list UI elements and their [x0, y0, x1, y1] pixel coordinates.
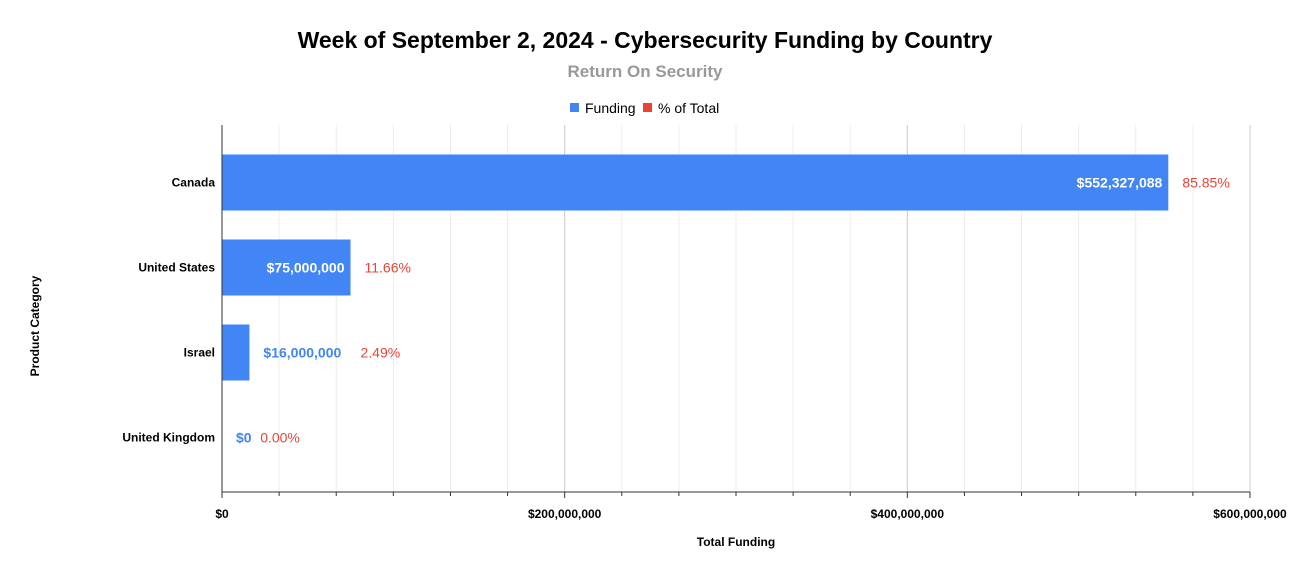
percent-label: 2.49% — [361, 345, 401, 361]
legend: Funding % of Total — [570, 100, 719, 116]
bar — [222, 154, 1169, 211]
category-label: Israel — [184, 346, 215, 360]
bar-value-label: $552,327,088 — [1077, 175, 1163, 191]
x-tick-label: $400,000,000 — [871, 507, 945, 521]
percent-label: 0.00% — [260, 430, 300, 446]
category-label: United States — [138, 261, 215, 275]
percent-label: 85.85% — [1182, 175, 1229, 191]
bar-value-label: $16,000,000 — [263, 345, 341, 361]
category-label: Canada — [172, 176, 216, 190]
category-label: United Kingdom — [122, 431, 215, 445]
legend-swatch-funding — [570, 103, 579, 112]
chart-title: Week of September 2, 2024 - Cybersecurit… — [298, 27, 993, 53]
bar — [222, 239, 351, 296]
bars — [222, 154, 1169, 381]
legend-label-percent: % of Total — [658, 100, 719, 116]
x-tick-label: $600,000,000 — [1213, 507, 1287, 521]
axes: $0 $200,000,000 $400,000,000 $600,000,000 Ca… — [122, 125, 1287, 521]
percent-label: 11.66% — [365, 260, 411, 276]
data-labels: $552,327,088 85.85% $75,000,000 11.66% $16,0… — [236, 175, 1230, 446]
x-tick-label: $200,000,000 — [528, 507, 602, 521]
y-axis-title: Product Category — [28, 275, 42, 376]
bar — [222, 324, 250, 381]
bar-value-label: $0 — [236, 430, 252, 446]
legend-swatch-percent — [643, 103, 652, 112]
x-axis-title: Total Funding — [697, 535, 775, 549]
bar-value-label: $75,000,000 — [267, 260, 345, 276]
x-tick-label: $0 — [215, 507, 229, 521]
legend-label-funding: Funding — [585, 100, 636, 116]
chart-subtitle: Return On Security — [568, 62, 723, 81]
